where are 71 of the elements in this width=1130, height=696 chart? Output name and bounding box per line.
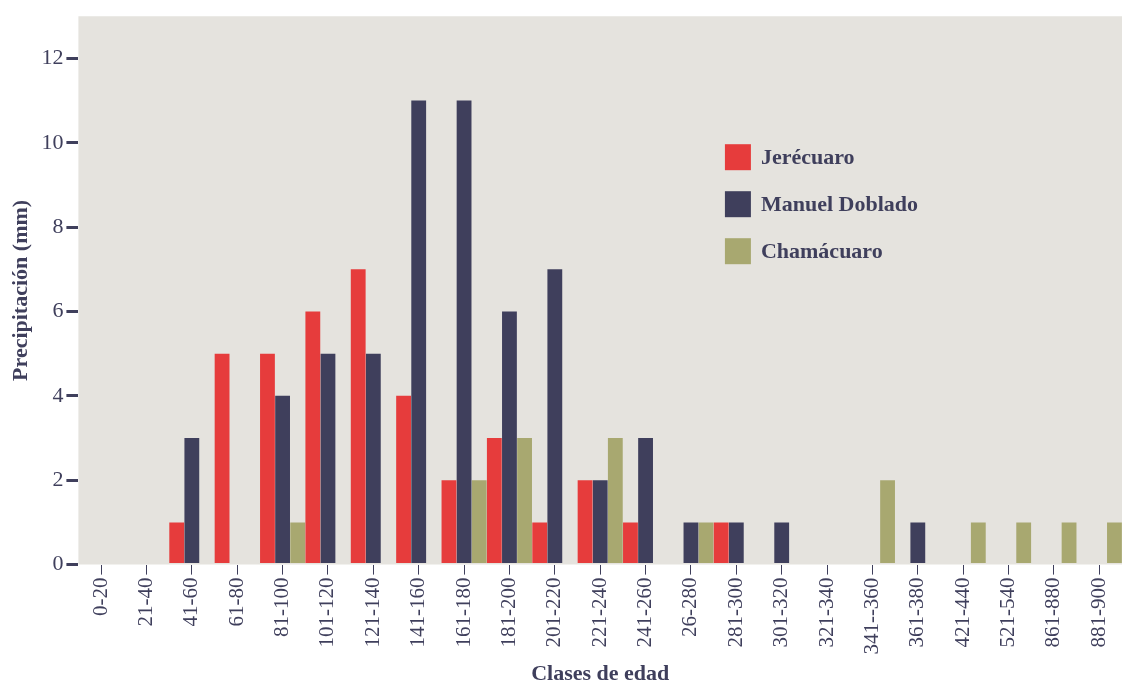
y-tick-label: 8: [52, 212, 64, 238]
y-tick-label: 4: [52, 381, 64, 407]
x-tick-label: 421-440: [949, 577, 974, 648]
x-tick-label: 881-900: [1085, 577, 1110, 648]
x-tick-label: 221-240: [586, 577, 611, 648]
x-tick-label: 341--360: [858, 577, 883, 655]
x-tick-label: 81-100: [269, 577, 294, 638]
y-tick-label: 10: [41, 128, 64, 154]
x-tick-label: 281-300: [722, 577, 747, 648]
x-tick-label: 301-320: [768, 577, 793, 648]
bar: [260, 353, 275, 564]
x-tick-label: 361-380: [904, 577, 929, 648]
x-axis-title: Clases de edad: [531, 660, 670, 686]
bar: [517, 438, 532, 564]
bar: [728, 522, 744, 564]
x-tick-label: 0-20: [87, 577, 112, 617]
bar: [471, 480, 487, 564]
bar: [290, 522, 306, 564]
x-tick-label: 26-280: [677, 577, 702, 638]
x-tick-label: 321-340: [813, 577, 838, 648]
x-tick-label: 181-200: [495, 577, 520, 648]
x-tick-label: 861-880: [1040, 577, 1065, 648]
bar: [698, 522, 714, 564]
bar: [1061, 522, 1077, 564]
bar: [396, 395, 411, 564]
bar: [486, 438, 502, 564]
bar: [184, 438, 200, 564]
bar: [592, 480, 608, 564]
bar: [169, 522, 185, 564]
bar: [970, 522, 986, 564]
bar: [638, 438, 653, 564]
bar: [456, 100, 472, 564]
y-tick-label: 0: [52, 550, 64, 576]
x-tick-label: 121-140: [359, 577, 384, 648]
bar: [623, 522, 638, 564]
legend-label: Manuel Doblado: [760, 190, 919, 216]
legend-label: Chamácuaro: [760, 237, 883, 263]
bar: [305, 311, 321, 564]
bar: [214, 353, 230, 564]
x-tick-label: 41-60: [178, 577, 203, 627]
bar: [910, 522, 926, 564]
bar: [275, 395, 290, 564]
y-axis-title: Precipitación (mm): [6, 199, 32, 381]
x-tick-label: 161-180: [450, 577, 475, 648]
bar: [411, 100, 427, 564]
bar: [532, 522, 548, 564]
bar: [577, 480, 593, 564]
x-tick-label: 21-40: [132, 577, 157, 627]
x-tick-label: 241-260: [632, 577, 657, 648]
x-tick-label: 61-80: [223, 577, 248, 627]
bar: [350, 269, 366, 564]
bar: [683, 522, 699, 564]
bar: [713, 522, 729, 564]
y-tick-label: 2: [52, 466, 64, 492]
x-tick-label: 141-160: [405, 577, 430, 648]
y-tick-label: 6: [52, 297, 64, 323]
bar: [607, 438, 623, 564]
bar: [880, 480, 895, 564]
bar: [547, 269, 563, 564]
bar: [1107, 522, 1122, 564]
x-tick-label: 201-220: [541, 577, 566, 648]
x-tick-label: 101-120: [314, 577, 339, 648]
bar: [1016, 522, 1032, 564]
legend-label: Jerécuaro: [760, 143, 855, 169]
bar: [774, 522, 790, 564]
bar: [365, 353, 381, 564]
bar: [441, 480, 457, 564]
bar: [502, 311, 517, 564]
y-tick-label: 12: [41, 44, 64, 70]
x-tick-label: 521-540: [995, 577, 1020, 648]
bar: [320, 353, 336, 564]
